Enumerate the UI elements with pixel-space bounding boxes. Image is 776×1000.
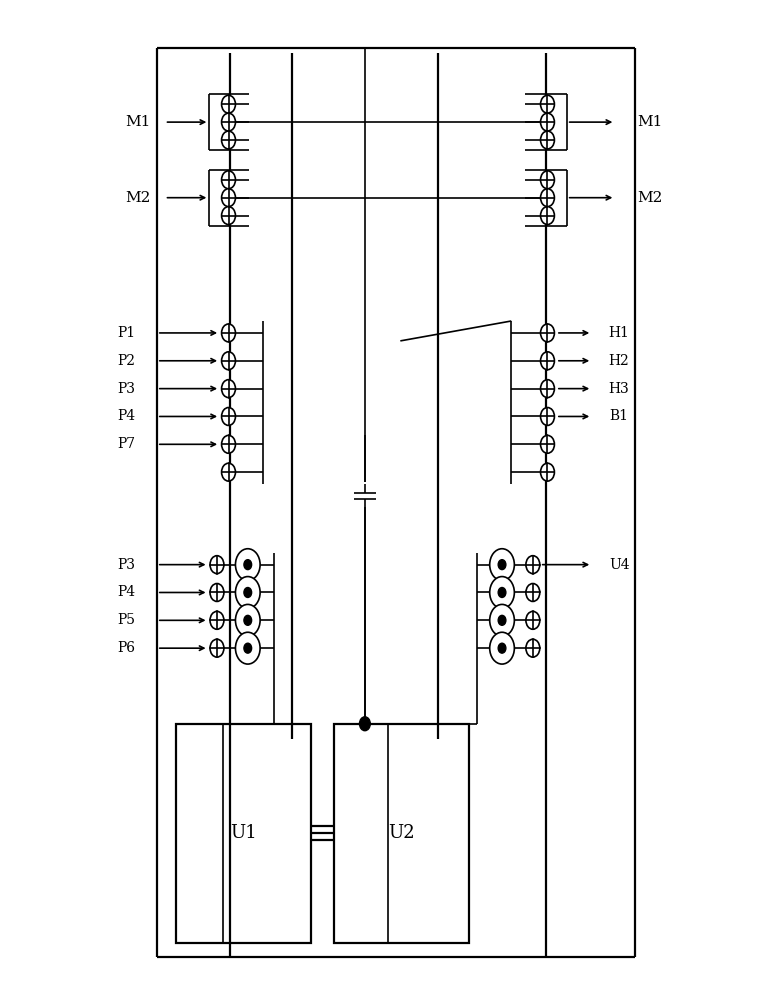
Circle shape bbox=[244, 615, 251, 625]
Circle shape bbox=[526, 584, 540, 601]
Circle shape bbox=[490, 632, 514, 664]
Text: P1: P1 bbox=[117, 326, 135, 340]
Text: P5: P5 bbox=[117, 613, 135, 627]
Circle shape bbox=[541, 463, 554, 481]
Text: P6: P6 bbox=[117, 641, 135, 655]
Text: P3: P3 bbox=[117, 558, 135, 572]
Circle shape bbox=[222, 207, 235, 225]
Text: M2: M2 bbox=[637, 191, 663, 205]
Text: P4: P4 bbox=[117, 409, 135, 423]
Circle shape bbox=[222, 380, 235, 398]
Circle shape bbox=[222, 324, 235, 342]
Circle shape bbox=[490, 549, 514, 581]
Circle shape bbox=[210, 584, 224, 601]
Circle shape bbox=[498, 643, 506, 653]
Circle shape bbox=[541, 131, 554, 149]
Text: P4: P4 bbox=[117, 585, 135, 599]
Circle shape bbox=[541, 113, 554, 131]
Circle shape bbox=[498, 560, 506, 570]
Text: H2: H2 bbox=[608, 354, 629, 368]
Circle shape bbox=[541, 171, 554, 189]
Circle shape bbox=[222, 352, 235, 370]
Circle shape bbox=[222, 408, 235, 425]
Circle shape bbox=[490, 604, 514, 636]
Circle shape bbox=[235, 632, 260, 664]
Circle shape bbox=[498, 615, 506, 625]
Circle shape bbox=[222, 189, 235, 207]
Text: U1: U1 bbox=[230, 824, 257, 842]
Circle shape bbox=[541, 324, 554, 342]
Text: P2: P2 bbox=[117, 354, 135, 368]
Text: U4: U4 bbox=[609, 558, 629, 572]
Circle shape bbox=[222, 131, 235, 149]
Circle shape bbox=[244, 643, 251, 653]
Circle shape bbox=[222, 113, 235, 131]
Circle shape bbox=[222, 95, 235, 113]
Text: M1: M1 bbox=[125, 115, 151, 129]
Circle shape bbox=[541, 352, 554, 370]
Text: P3: P3 bbox=[117, 382, 135, 396]
Circle shape bbox=[235, 577, 260, 608]
Circle shape bbox=[541, 435, 554, 453]
Circle shape bbox=[498, 588, 506, 597]
Circle shape bbox=[541, 95, 554, 113]
Text: H3: H3 bbox=[608, 382, 629, 396]
Circle shape bbox=[210, 556, 224, 574]
Circle shape bbox=[526, 639, 540, 657]
Circle shape bbox=[526, 611, 540, 629]
Circle shape bbox=[244, 560, 251, 570]
Circle shape bbox=[541, 380, 554, 398]
Circle shape bbox=[222, 435, 235, 453]
Bar bbox=[334, 724, 469, 943]
Circle shape bbox=[526, 556, 540, 574]
Bar bbox=[176, 724, 311, 943]
Text: M1: M1 bbox=[637, 115, 663, 129]
Circle shape bbox=[541, 207, 554, 225]
Circle shape bbox=[210, 611, 224, 629]
Circle shape bbox=[235, 604, 260, 636]
Circle shape bbox=[244, 588, 251, 597]
Circle shape bbox=[210, 639, 224, 657]
Text: P7: P7 bbox=[117, 437, 135, 451]
Circle shape bbox=[541, 189, 554, 207]
Circle shape bbox=[222, 171, 235, 189]
Circle shape bbox=[541, 408, 554, 425]
Text: H1: H1 bbox=[608, 326, 629, 340]
Text: M2: M2 bbox=[125, 191, 151, 205]
Circle shape bbox=[359, 717, 370, 731]
Text: B1: B1 bbox=[610, 409, 629, 423]
Circle shape bbox=[235, 549, 260, 581]
Circle shape bbox=[490, 577, 514, 608]
Text: U2: U2 bbox=[388, 824, 415, 842]
Circle shape bbox=[222, 463, 235, 481]
